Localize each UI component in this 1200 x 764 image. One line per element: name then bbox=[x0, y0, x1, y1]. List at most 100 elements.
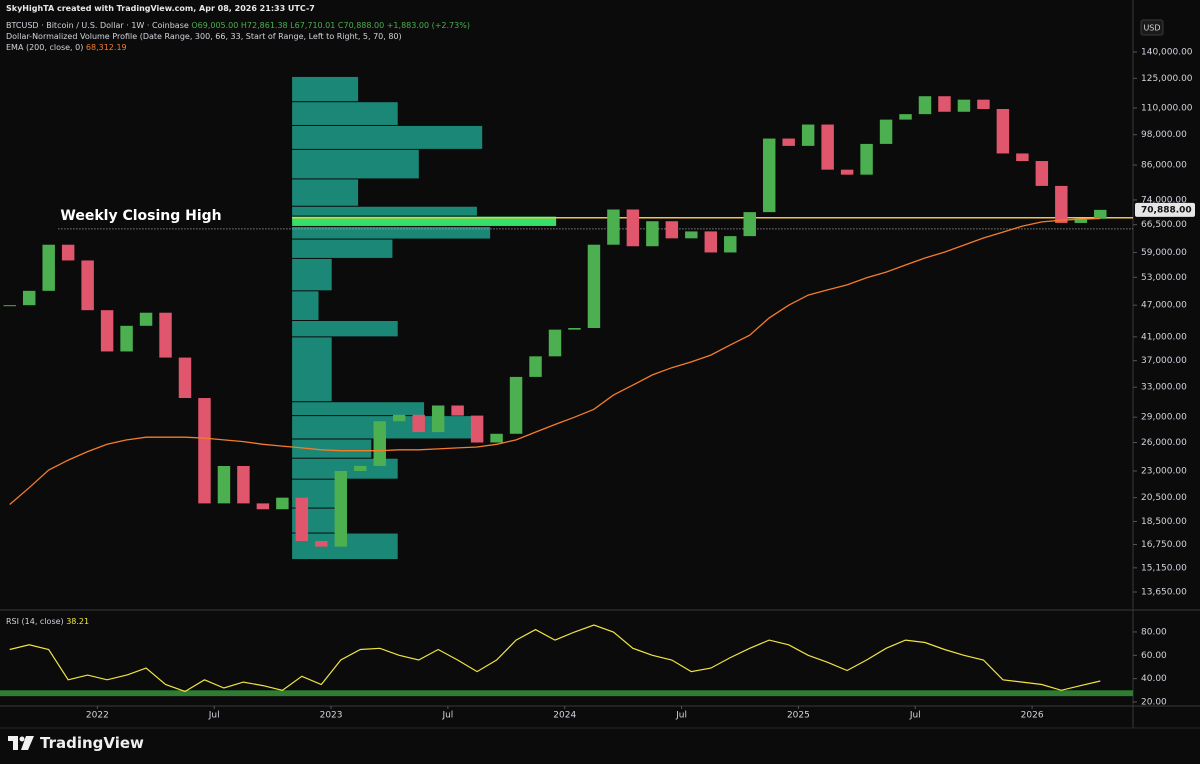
candle-body bbox=[1074, 218, 1088, 223]
candle-body bbox=[198, 398, 211, 504]
candle-body bbox=[899, 114, 912, 120]
volume-profile-bar bbox=[292, 458, 398, 479]
y-tick-label: 66,500.00 bbox=[1141, 220, 1187, 230]
x-tick-label: Jul bbox=[208, 711, 220, 721]
y-tick-label: 20.00 bbox=[1141, 697, 1167, 707]
candle-body bbox=[256, 503, 270, 510]
candle-body bbox=[81, 260, 94, 311]
y-tick-label: 23,000.00 bbox=[1141, 466, 1187, 476]
volume-profile-bar bbox=[292, 402, 425, 416]
ohlc-values: O69,005.00 H72,861.38 L67,710.01 C70,888… bbox=[191, 21, 470, 30]
volume-profile-bar bbox=[292, 206, 477, 216]
axes: 140,000.00 125,000.00 110,000.00 98,000.00 8… bbox=[86, 47, 1195, 721]
volume-profile-bar bbox=[292, 320, 398, 337]
y-tick-label: 98,000.00 bbox=[1141, 130, 1187, 140]
y-tick-label: 60.00 bbox=[1141, 651, 1167, 661]
y-tick-label: 47,000.00 bbox=[1141, 301, 1187, 311]
y-tick-label: 37,000.00 bbox=[1141, 356, 1187, 366]
volume-profile-bar bbox=[292, 149, 419, 179]
symbol-name: BTCUSD · Bitcoin / U.S. Dollar · 1W · Co… bbox=[6, 21, 189, 30]
y-tick-label: 86,000.00 bbox=[1141, 161, 1187, 171]
rsi-legend: RSI (14, close) 38.21 bbox=[6, 617, 89, 626]
candle-body bbox=[529, 356, 542, 377]
y-tick-label: 53,000.00 bbox=[1141, 273, 1187, 283]
brand-name: TradingView bbox=[40, 734, 144, 752]
x-tick-label: Jul bbox=[441, 711, 453, 721]
y-tick-label: 20,500.00 bbox=[1141, 493, 1187, 503]
volume-profile-bar bbox=[292, 337, 332, 402]
candle-body bbox=[139, 312, 153, 326]
candle-body bbox=[276, 497, 289, 510]
volume-profile-bar bbox=[292, 76, 359, 102]
y-tick-label: 26,000.00 bbox=[1141, 438, 1187, 448]
candle-body bbox=[626, 209, 640, 247]
candle-body bbox=[61, 244, 75, 261]
last-price-box bbox=[1135, 202, 1195, 217]
ema-line bbox=[9, 217, 1101, 505]
candle-body bbox=[470, 415, 484, 443]
volume-profile-bar bbox=[292, 226, 491, 239]
annotation-text: Weekly Closing High bbox=[60, 208, 221, 224]
volume-profile-bar bbox=[292, 258, 332, 291]
legend: SkyHighTA created with TradingView.com, … bbox=[6, 3, 470, 53]
x-tick-label: Jul bbox=[675, 711, 687, 721]
volume-profile-name: Dollar-Normalized Volume Profile (Date R… bbox=[6, 32, 402, 41]
y-tick-label: 13,650.00 bbox=[1141, 587, 1187, 597]
candle-body bbox=[42, 244, 55, 291]
candle-body bbox=[782, 138, 795, 146]
y-tick-label: 16,750.00 bbox=[1141, 540, 1187, 550]
volume-profile-bar bbox=[292, 102, 398, 125]
price-unit: USD bbox=[1143, 24, 1160, 33]
candle-body bbox=[3, 305, 16, 307]
x-tick-label: 2024 bbox=[553, 711, 576, 721]
candle-body bbox=[431, 405, 445, 433]
candle-body bbox=[1094, 209, 1107, 219]
last-price-label: 70,888.00 bbox=[1141, 205, 1192, 215]
bottom-bar bbox=[0, 728, 1200, 764]
volume-profile-bar bbox=[292, 125, 483, 149]
candle-body bbox=[685, 231, 698, 239]
y-tick-label: 110,000.00 bbox=[1141, 103, 1193, 113]
candle-body bbox=[860, 143, 873, 175]
candle-body bbox=[490, 433, 503, 443]
brand-logo bbox=[8, 736, 34, 750]
ema-legend: EMA (200, close, 0) 68,312.19 bbox=[6, 42, 470, 53]
rsi-value: 38.21 bbox=[66, 617, 90, 626]
candle-body bbox=[957, 99, 971, 112]
y-tick-label: 18,500.00 bbox=[1141, 517, 1187, 527]
y-tick-label: 15,150.00 bbox=[1141, 563, 1187, 573]
candle-body bbox=[1055, 185, 1068, 223]
volume-profile-bar bbox=[292, 216, 557, 226]
volume-profile-bar bbox=[292, 439, 372, 458]
candle-body bbox=[412, 414, 425, 433]
x-tick-label: 2025 bbox=[787, 711, 810, 721]
volume-profile-legend: Dollar-Normalized Volume Profile (Date R… bbox=[6, 31, 470, 42]
candle-body bbox=[178, 357, 192, 399]
candle-body bbox=[315, 541, 328, 547]
volume-profile-bar bbox=[292, 239, 393, 258]
candle-body bbox=[22, 290, 36, 306]
candle-body bbox=[801, 124, 815, 146]
candle-body bbox=[996, 108, 1010, 154]
volume-profile-bar bbox=[292, 291, 319, 320]
candle-body bbox=[217, 465, 231, 504]
candle-body bbox=[646, 221, 659, 247]
candle-body bbox=[334, 470, 348, 547]
candle-body bbox=[373, 421, 386, 466]
candle-body bbox=[1035, 161, 1049, 186]
rsi-line bbox=[9, 624, 1101, 693]
symbol-legend: BTCUSD · Bitcoin / U.S. Dollar · 1W · Co… bbox=[6, 20, 470, 31]
candle-body bbox=[1016, 153, 1029, 162]
candle-body bbox=[704, 231, 718, 253]
y-tick-label: 74,000.00 bbox=[1141, 195, 1187, 205]
y-tick-label: 80.00 bbox=[1141, 627, 1167, 637]
candle-body bbox=[509, 376, 523, 434]
rsi-plot bbox=[0, 624, 1133, 697]
candle-body bbox=[159, 312, 172, 358]
ema-value: 68,312.19 bbox=[85, 43, 127, 52]
ema-name: EMA (200, close, 0) bbox=[6, 43, 84, 52]
x-tick-label: Jul bbox=[909, 711, 921, 721]
candle-body bbox=[451, 405, 464, 416]
unit-box bbox=[1140, 19, 1164, 36]
